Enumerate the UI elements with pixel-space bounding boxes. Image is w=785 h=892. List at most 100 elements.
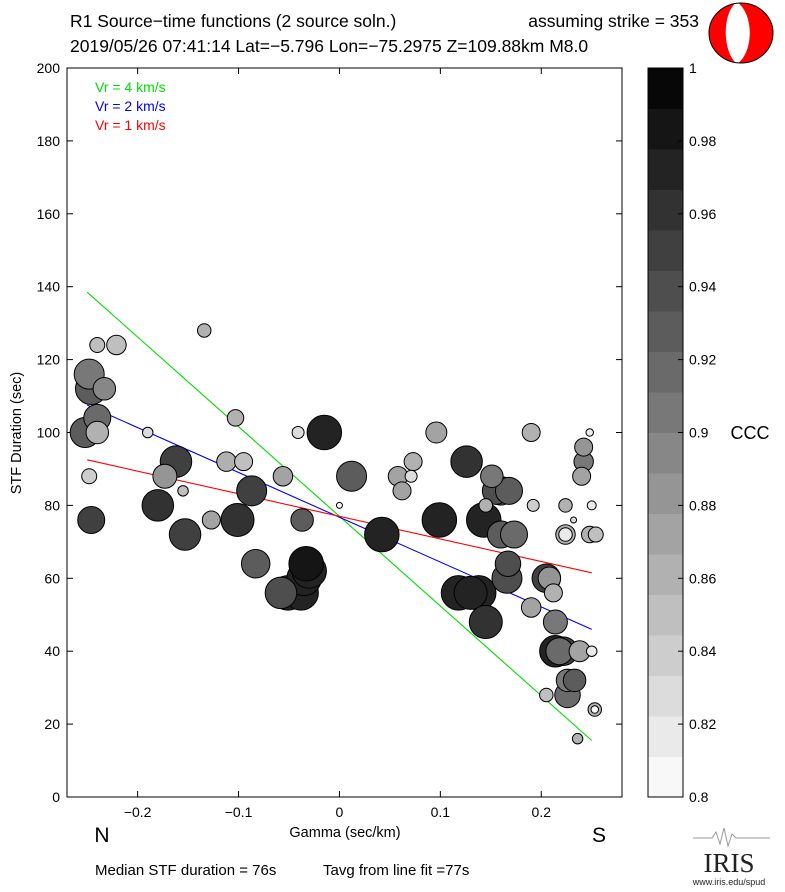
focal-mechanism-icon: [708, 2, 774, 64]
south-label: S: [592, 824, 606, 847]
legend-vr4: Vr = 4 km/s: [95, 79, 166, 95]
data-point: [478, 498, 494, 513]
median-stf-label: Median STF duration = 76s: [95, 862, 276, 879]
colorbar-cell: [648, 635, 683, 676]
data-point: [216, 451, 237, 472]
data-point: [220, 502, 255, 537]
colorbar-cell: [648, 392, 683, 433]
data-point: [392, 481, 412, 501]
data-point: [574, 437, 594, 457]
title-line-2: 2019/05/26 07:41:14 Lat=−5.796 Lon=−75.2…: [70, 36, 588, 56]
iris-logo-url: www.iris.edu/spud: [692, 877, 766, 887]
data-point: [89, 337, 106, 354]
data-point: [196, 323, 212, 338]
data-point: [521, 423, 541, 442]
strike-label: assuming strike = 353: [528, 11, 699, 31]
data-point: [290, 508, 314, 532]
y-tick-label: 20: [44, 716, 60, 732]
data-point: [288, 545, 324, 582]
tavg-label: Tavg from line fit =77s: [323, 862, 469, 879]
y-axis: 0 20 40 60 80 100 120 140 160 180 200: [37, 60, 622, 805]
x-tick-label: −0.2: [124, 804, 152, 820]
x-tick-label: −0.1: [225, 804, 253, 820]
colorbar-cell: [648, 473, 683, 514]
data-point: [336, 460, 368, 492]
data-point: [468, 605, 503, 640]
colorbar-tick-label: 0.8: [689, 789, 709, 805]
colorbar-tick-label: 0.82: [689, 716, 716, 732]
x-tick-label: 0.1: [431, 804, 451, 820]
data-point: [168, 518, 202, 551]
iris-logo-text: IRIS: [703, 848, 754, 878]
y-tick-label: 180: [37, 133, 61, 149]
data-point: [291, 426, 305, 439]
data-point: [77, 505, 106, 534]
x-tick-label: 0.2: [532, 804, 552, 820]
data-point: [364, 516, 400, 553]
colorbar-tick-label: 0.98: [689, 133, 716, 149]
data-point: [526, 498, 540, 512]
colorbar-tick-label: 0.92: [689, 352, 716, 368]
x-axis: −0.2 −0.1 0 0.1 0.2: [124, 68, 551, 820]
data-point: [234, 452, 254, 472]
data-point: [558, 498, 573, 513]
colorbar-cell: [648, 311, 683, 352]
data-point: [92, 377, 117, 401]
data-point: [570, 516, 578, 524]
plot-area: 0 20 40 60 80 100 120 140 160 180 200 −0.2 −0.1 0 0.1…: [37, 60, 623, 820]
data-point: [152, 463, 178, 489]
colorbar: 10.980.960.940.920.90.880.860.840.820.8 …: [647, 60, 770, 805]
colorbar-cell: [648, 513, 683, 555]
data-point: [226, 409, 245, 427]
colorbar-cell: [648, 108, 683, 150]
data-point: [590, 705, 600, 714]
title-line-1: R1 Source−time functions (2 source soln.…: [70, 11, 396, 31]
colorbar-tick-label: 1: [689, 60, 697, 76]
data-point: [571, 732, 584, 745]
data-point: [543, 583, 563, 603]
colorbar-cell: [648, 432, 683, 474]
colorbar-tick-label: 0.86: [689, 570, 716, 586]
data-point: [403, 452, 423, 472]
data-point: [306, 414, 343, 451]
data-point: [586, 500, 597, 511]
data-point: [585, 428, 594, 437]
data-point: [106, 334, 127, 356]
x-tick-label: 0: [336, 804, 344, 820]
data-points: [69, 323, 604, 745]
data-point: [539, 687, 554, 703]
colorbar-tick-label: 0.94: [689, 279, 716, 295]
data-point: [335, 501, 343, 509]
data-point: [585, 645, 598, 657]
data-point: [236, 475, 268, 507]
colorbar-cell: [648, 189, 683, 231]
data-point: [572, 466, 592, 486]
north-label: N: [94, 824, 109, 847]
data-point: [404, 469, 418, 483]
data-point: [141, 489, 175, 522]
colorbar-cell: [648, 149, 683, 190]
data-point: [562, 668, 587, 693]
colorbar-tick-label: 0.96: [689, 206, 716, 222]
data-point: [421, 502, 458, 538]
data-point: [272, 465, 294, 487]
data-point: [141, 426, 154, 439]
colorbar-cell: [648, 351, 683, 393]
data-point: [425, 421, 448, 444]
data-point: [494, 550, 522, 577]
colorbar-label: CCC: [731, 423, 770, 443]
legend-vr2: Vr = 2 km/s: [95, 98, 166, 114]
legend-vr1: Vr = 1 km/s: [95, 117, 166, 133]
data-point: [450, 445, 483, 478]
colorbar-cell: [648, 554, 683, 595]
data-point: [81, 468, 98, 485]
data-point: [177, 485, 189, 497]
y-tick-label: 200: [37, 60, 61, 76]
y-axis-label: STF Duration (sec): [9, 372, 25, 494]
data-point: [201, 510, 221, 530]
colorbar-cell: [648, 675, 683, 717]
data-point: [558, 527, 573, 542]
colorbar-cell: [648, 68, 683, 109]
colorbar-cell: [648, 594, 683, 636]
